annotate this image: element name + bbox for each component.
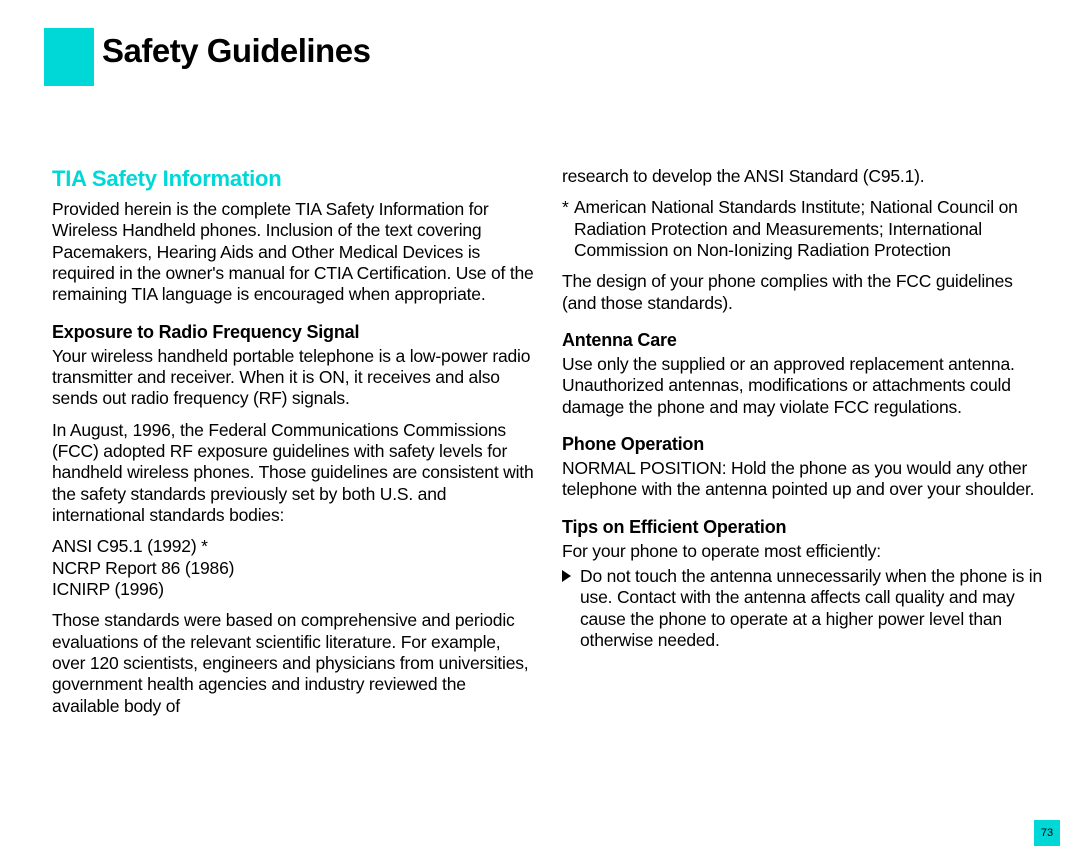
antenna-paragraph: Use only the supplied or an approved rep… (562, 354, 1044, 418)
footnote-star: * (562, 197, 574, 261)
left-column: TIA Safety Information Provided herein i… (52, 166, 534, 717)
rf-paragraph-3: Those standards were based on comprehens… (52, 610, 534, 717)
subheading-rf-exposure: Exposure to Radio Frequency Signal (52, 322, 534, 344)
continuation-paragraph-2: The design of your phone complies with t… (562, 271, 1044, 314)
right-column: research to develop the ANSI Standard (C… (562, 166, 1044, 717)
bullet-item: Do not touch the antenna unnecessarily w… (562, 566, 1044, 651)
bullet-text: Do not touch the antenna unnecessarily w… (580, 566, 1044, 651)
page-number: 73 (1041, 827, 1053, 839)
intro-paragraph: Provided herein is the complete TIA Safe… (52, 199, 534, 306)
standard-item: ANSI C95.1 (1992) * (52, 536, 534, 557)
subheading-phone-operation: Phone Operation (562, 434, 1044, 456)
section-heading-tia: TIA Safety Information (52, 166, 534, 193)
tips-intro: For your phone to operate most efficient… (562, 541, 1044, 562)
footnote-text: American National Standards Institute; N… (574, 197, 1044, 261)
phone-operation-paragraph: NORMAL POSITION: Hold the phone as you w… (562, 458, 1044, 501)
triangle-bullet-icon (562, 566, 580, 651)
document-page: Safety Guidelines TIA Safety Information… (0, 0, 1080, 864)
subheading-tips: Tips on Efficient Operation (562, 517, 1044, 539)
standards-list: ANSI C95.1 (1992) * NCRP Report 86 (1986… (52, 536, 534, 600)
footnote: * American National Standards Institute;… (562, 197, 1044, 261)
page-number-box: 73 (1034, 820, 1060, 846)
rf-paragraph-1: Your wireless handheld portable telephon… (52, 346, 534, 410)
standard-item: ICNIRP (1996) (52, 579, 534, 600)
standard-item: NCRP Report 86 (1986) (52, 558, 534, 579)
two-column-layout: TIA Safety Information Provided herein i… (52, 166, 1044, 717)
title-accent-block (44, 28, 94, 86)
subheading-antenna-care: Antenna Care (562, 330, 1044, 352)
rf-paragraph-2: In August, 1996, the Federal Communicati… (52, 420, 534, 527)
continuation-paragraph-1: research to develop the ANSI Standard (C… (562, 166, 1044, 187)
page-title: Safety Guidelines (102, 32, 370, 70)
